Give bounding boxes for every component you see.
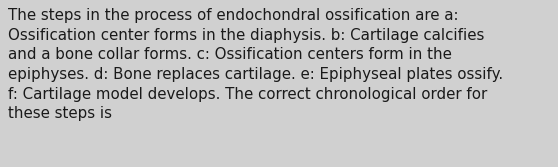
Text: The steps in the process of endochondral ossification are a:
Ossification center: The steps in the process of endochondral… [8,8,503,121]
